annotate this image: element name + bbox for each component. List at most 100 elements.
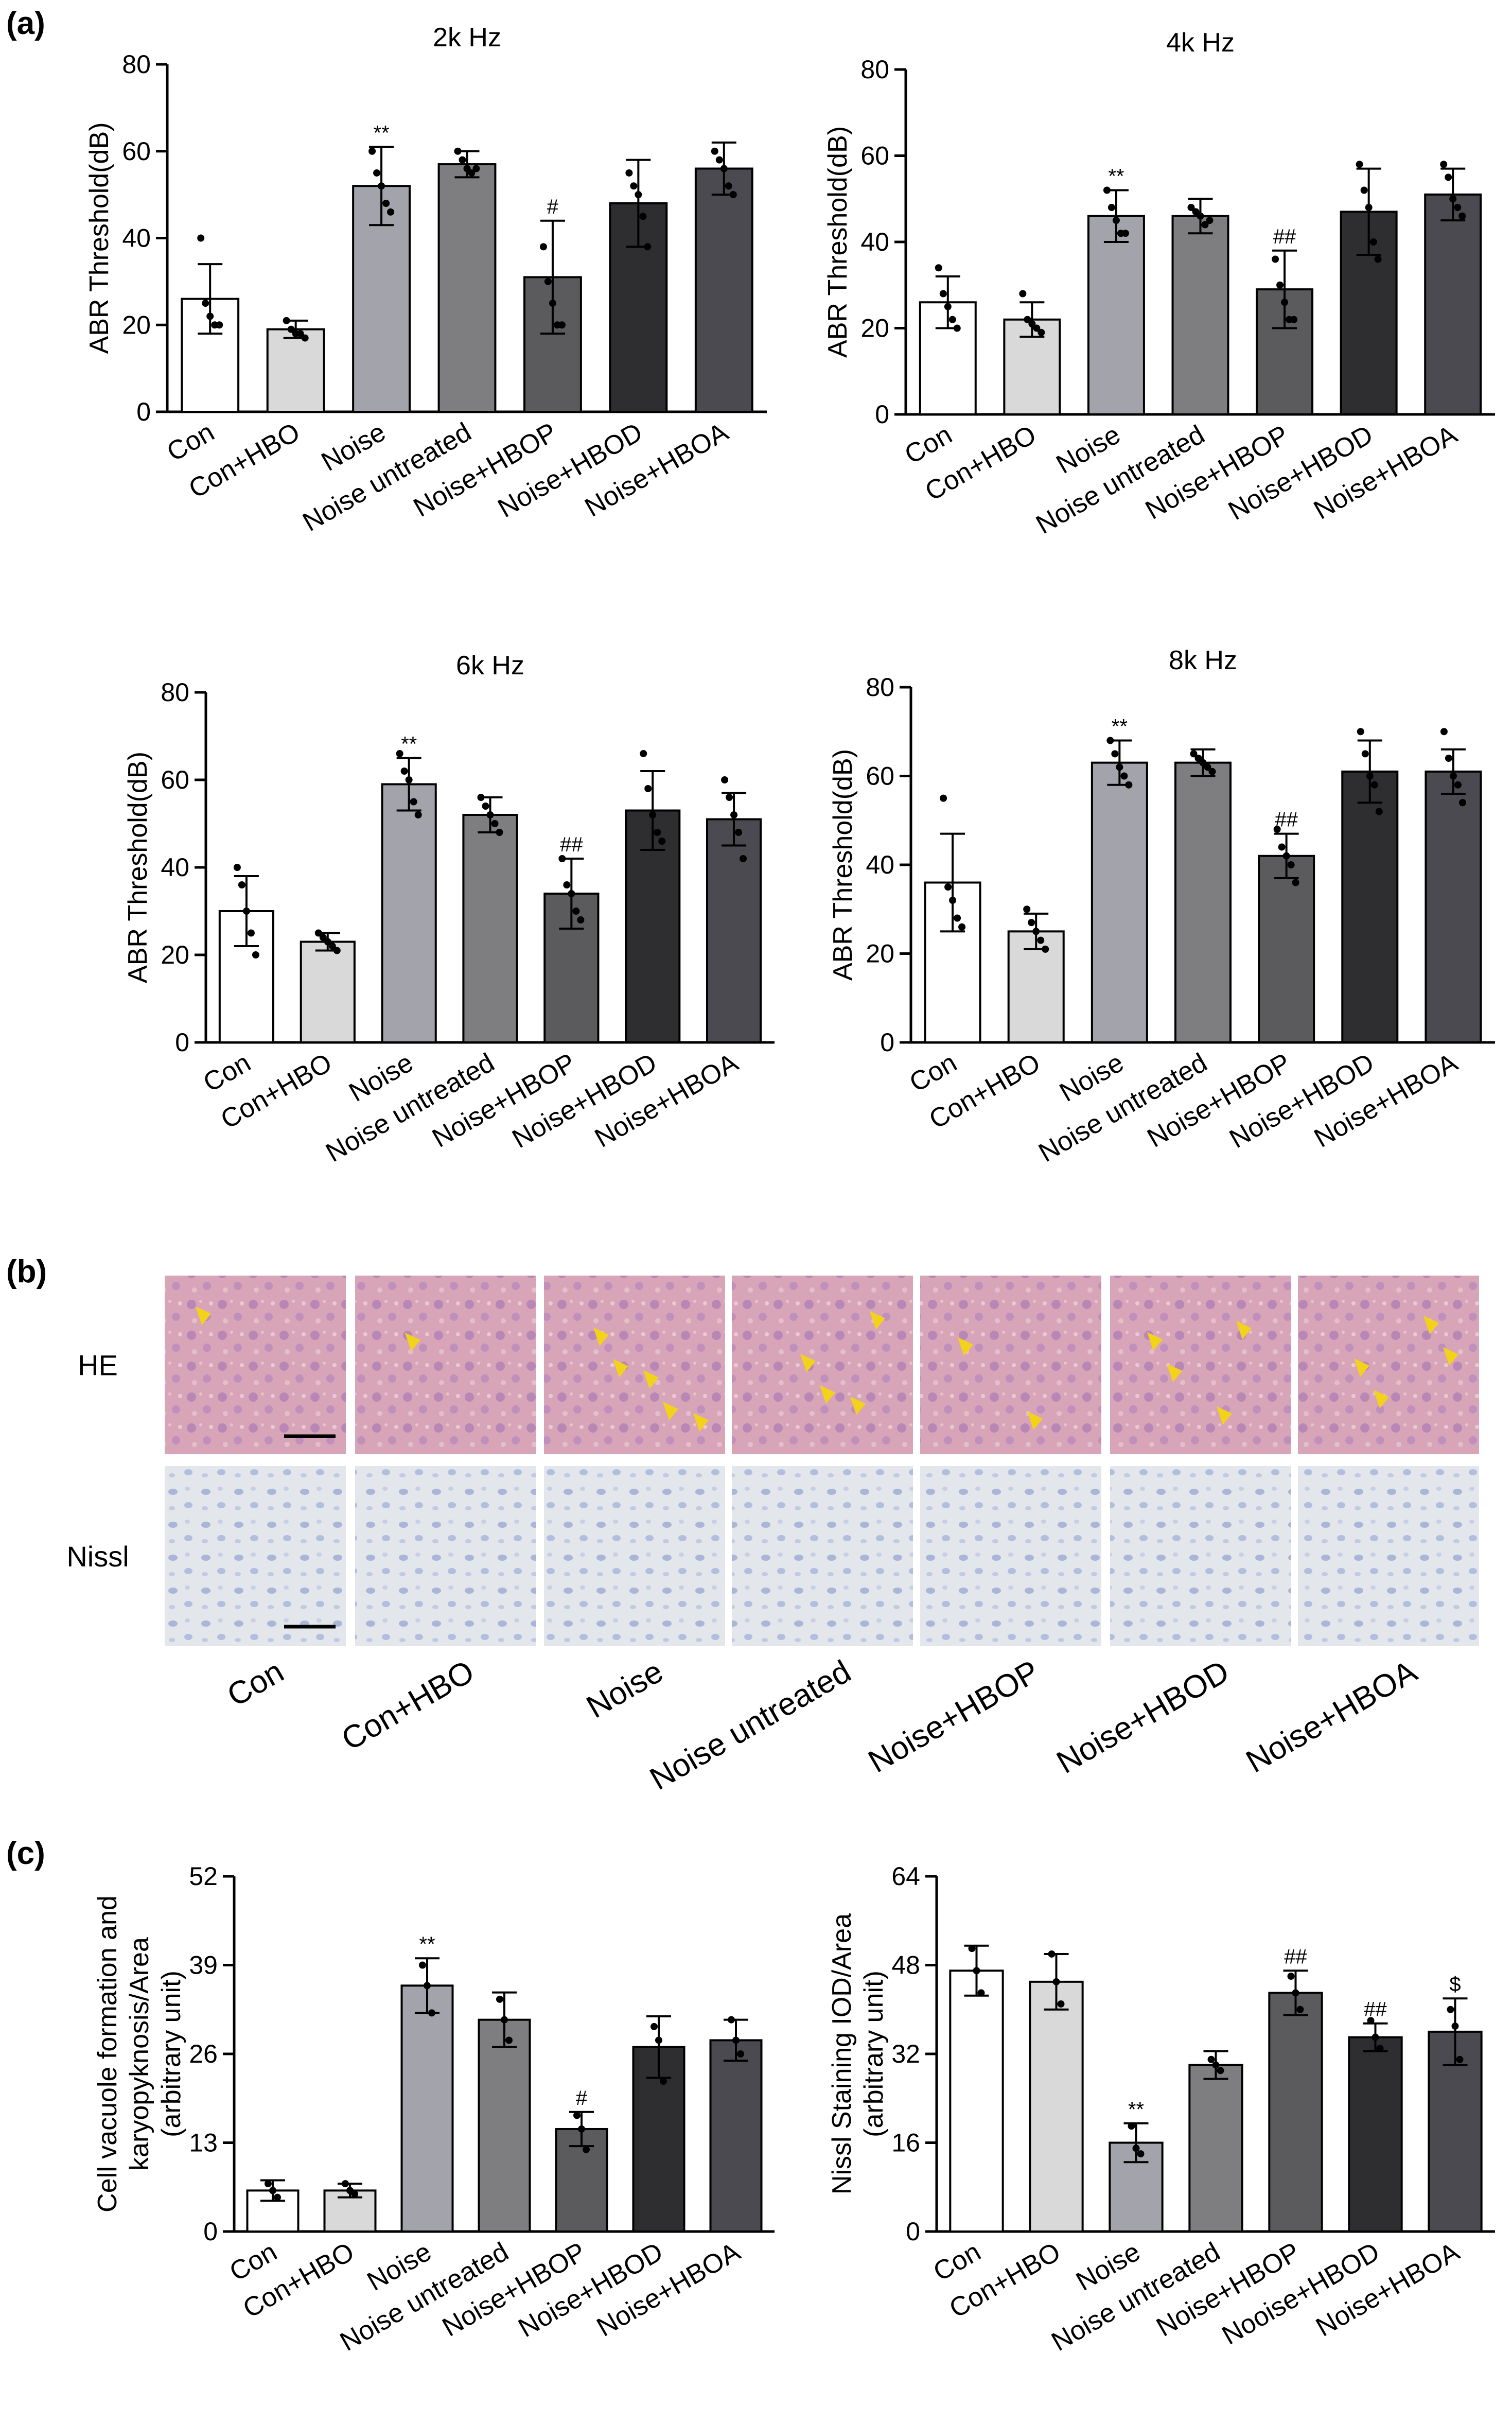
y-tick-label: 80: [866, 673, 894, 702]
y-tick-label: 26: [189, 2039, 218, 2068]
data-point: [283, 317, 290, 324]
significance-label: #: [576, 2087, 588, 2110]
y-axis-label: ABR Threshold(dB): [828, 749, 858, 981]
y-axis-label: karyopyknosis/Area: [125, 1937, 154, 2171]
category-label: Noise+HBOA: [1309, 420, 1462, 526]
data-point: [314, 929, 322, 937]
data-point: [387, 208, 395, 216]
data-point: [726, 794, 733, 801]
bar: [1348, 2036, 1403, 2233]
data-point: [496, 1995, 503, 2003]
data-point: [1372, 2033, 1379, 2041]
data-point: [1033, 324, 1041, 332]
bar: [300, 940, 356, 1043]
y-tick-label: 80: [161, 678, 189, 707]
data-point: [544, 277, 552, 285]
micrograph-he-1: [165, 1276, 346, 1454]
chart-title: 4k Hz: [1166, 28, 1235, 58]
bar: [1188, 2064, 1243, 2233]
significance-label: ##: [560, 833, 583, 856]
data-point: [949, 897, 957, 904]
bar: [323, 2189, 377, 2233]
data-point: [1112, 217, 1120, 224]
category-label: Con: [162, 417, 220, 467]
micrograph-nissl-2: [355, 1466, 536, 1646]
data-point: [654, 829, 661, 836]
micrograph-he-5: [920, 1276, 1101, 1454]
data-point: [728, 2016, 735, 2024]
data-point: [1032, 928, 1040, 935]
data-point: [939, 290, 947, 298]
y-tick-label: 40: [866, 850, 894, 879]
data-point: [1369, 238, 1377, 246]
y-axis-label: (arbitrary unit): [156, 1971, 186, 2137]
category-label: Noise+HBOA: [580, 417, 733, 523]
data-point: [1194, 755, 1202, 762]
data-point: [296, 330, 304, 338]
micrograph-nissl-5: [920, 1466, 1101, 1646]
data-point: [1292, 1989, 1299, 1997]
data-point: [342, 2180, 349, 2188]
data-point: [1187, 204, 1195, 211]
data-point: [563, 881, 571, 888]
data-point: [1296, 2006, 1304, 2013]
data-point: [1125, 781, 1133, 789]
arrowhead-marker: [1374, 1390, 1389, 1408]
data-point: [1375, 808, 1383, 815]
bar: [1087, 215, 1145, 415]
bar: [381, 783, 437, 1043]
arrowhead-marker: [405, 1333, 420, 1351]
y-axis-label: Cell vacuole formation and: [93, 1895, 122, 2212]
data-point: [1376, 2045, 1384, 2052]
data-point: [958, 923, 966, 931]
data-point: [720, 165, 728, 172]
data-point: [640, 750, 647, 757]
data-point: [583, 2146, 590, 2153]
arrowhead-marker: [958, 1337, 973, 1356]
significance-label: **: [401, 733, 417, 756]
data-point: [197, 234, 205, 242]
data-point: [1024, 316, 1031, 323]
data-point: [711, 147, 718, 155]
data-point: [1445, 755, 1452, 762]
y-tick-label: 64: [891, 1862, 920, 1891]
significance-label: ##: [1273, 225, 1296, 248]
column-label: Noise+HBOA: [1240, 1653, 1423, 1780]
data-point: [715, 156, 723, 164]
data-point: [1052, 1978, 1060, 1985]
panel-label-a: (a): [6, 6, 45, 41]
data-point: [1192, 208, 1200, 216]
data-point: [730, 811, 738, 818]
data-point: [649, 811, 657, 818]
data-point: [486, 811, 494, 818]
data-point: [953, 324, 961, 332]
y-tick-label: 0: [906, 2217, 920, 2246]
data-point: [1440, 728, 1448, 736]
data-point: [1042, 945, 1049, 953]
data-point: [1458, 799, 1466, 807]
bar: [1091, 761, 1148, 1043]
y-tick-label: 60: [866, 762, 894, 791]
data-point: [1190, 750, 1198, 758]
micrograph-nissl-1: [165, 1466, 346, 1646]
data-point: [1207, 2055, 1215, 2063]
data-point: [242, 908, 250, 915]
significance-label: $: [1449, 1973, 1461, 1996]
y-tick-label: 32: [891, 2039, 920, 2068]
data-point: [573, 2112, 581, 2119]
arrowhead-marker: [1027, 1411, 1043, 1430]
data-point: [1048, 1950, 1056, 1958]
data-point: [1107, 204, 1115, 211]
data-point: [482, 803, 489, 810]
data-point: [558, 321, 566, 329]
category-label: Noise+HBOP: [409, 417, 562, 523]
arrowhead-marker: [1236, 1321, 1252, 1339]
data-point: [1449, 195, 1457, 203]
significance-label: **: [419, 1933, 435, 1956]
data-point: [568, 890, 575, 897]
data-point: [1028, 919, 1035, 927]
data-point: [1201, 221, 1209, 229]
y-tick-label: 20: [866, 939, 894, 968]
